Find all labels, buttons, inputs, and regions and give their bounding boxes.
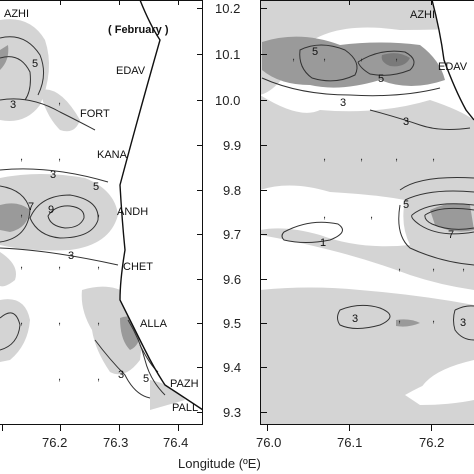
x-tick-label: 76.2 <box>419 435 444 450</box>
y-tick-label: 9.4 <box>223 360 241 375</box>
y-tick-label: 9.3 <box>223 405 241 420</box>
contour-label: 1 <box>320 237 326 249</box>
contour-label: 7 <box>448 229 454 241</box>
station-label-edav: EDAV <box>116 65 146 77</box>
y-tick-label: 9.6 <box>223 272 241 287</box>
sample-dot: , <box>323 51 326 63</box>
right-land <box>432 0 474 120</box>
y-tick-label: 10.2 <box>215 1 240 16</box>
station-label-pazh: PAZH <box>170 378 199 390</box>
x-tick-label: 76.2 <box>42 435 67 450</box>
contour-label: 5 <box>93 181 99 193</box>
contour-label: 5 <box>312 46 318 58</box>
contour-label: 3 <box>460 317 466 329</box>
sample-dot: , <box>20 259 23 271</box>
sample-dot: , <box>97 207 100 219</box>
sample-dot: , <box>360 151 363 163</box>
y-tick-label: 9.7 <box>223 227 241 242</box>
right-map-panel: AZHI EDAV 5 5 3 3 5 7 1 3 3 , , , , , , … <box>260 0 474 425</box>
sample-dot: , <box>462 261 465 273</box>
y-tick-label: 10.0 <box>215 93 240 108</box>
sample-dot: , <box>58 315 61 327</box>
left-dark-shading <box>0 45 141 350</box>
left-land <box>120 0 203 425</box>
sample-dot: , <box>432 313 435 325</box>
sample-dot: , <box>398 261 401 273</box>
x-axis-title: Longitude (ºE) <box>178 456 261 471</box>
left-light-shading <box>0 19 185 410</box>
contour-label: 3 <box>50 169 56 181</box>
contour-label: 3 <box>352 313 358 325</box>
station-label-andh: ANDH <box>117 206 148 218</box>
station-label-chet: CHET <box>123 261 153 273</box>
left-map-panel: AZHI EDAV FORT KANA ANDH CHET ALLA PAZH … <box>0 0 203 425</box>
sample-dot: , <box>58 371 61 383</box>
contour-label: 3 <box>340 97 346 109</box>
station-label-alla: ALLA <box>140 318 168 330</box>
sample-dot: , <box>97 259 100 271</box>
station-label-azhi: AZHI <box>410 9 435 21</box>
y-tick-label: 10.1 <box>215 47 240 62</box>
sample-dot: , <box>20 315 23 327</box>
station-label-fort: FORT <box>80 108 110 120</box>
x-tick-label: 76.1 <box>337 435 362 450</box>
contour-label: 3 <box>10 99 16 111</box>
sample-dot: , <box>395 51 398 63</box>
right-sample-dots: , , , , , , , , , , , , , , , <box>292 51 465 325</box>
sample-dot: , <box>360 51 363 63</box>
right-white-pockets <box>260 185 474 405</box>
contour-label: 5 <box>143 373 149 385</box>
x-tick-label: 76.3 <box>103 435 128 450</box>
contour-label: 5 <box>32 58 38 70</box>
y-tick-label: 9.8 <box>223 183 241 198</box>
contour-label: 5 <box>403 199 409 211</box>
station-label-kana: KANA <box>97 149 128 161</box>
sample-dot: , <box>20 207 23 219</box>
y-tick-label: 9.5 <box>223 316 241 331</box>
sample-dot: , <box>97 371 100 383</box>
y-tick-label: 9.9 <box>223 138 241 153</box>
contour-label: 7 <box>28 201 34 213</box>
sample-dot: , <box>432 151 435 163</box>
sample-dot: , <box>97 315 100 327</box>
contour-label: 5 <box>378 73 384 85</box>
left-frame <box>0 0 203 431</box>
sample-dot: , <box>323 209 326 221</box>
sample-dot: , <box>58 151 61 163</box>
right-frame <box>260 0 474 431</box>
contour-label: 9 <box>48 204 54 216</box>
sample-dot: , <box>58 95 61 107</box>
sample-dot: , <box>323 151 326 163</box>
left-sample-dots: , , , , , , , , , , , , , <box>20 95 100 383</box>
sample-dot: , <box>370 209 373 221</box>
x-tick-label: 76.0 <box>256 435 281 450</box>
sample-dot: , <box>58 259 61 271</box>
sample-dot: , <box>395 151 398 163</box>
contour-label: 3 <box>68 250 74 262</box>
x-tick-label: 76.4 <box>163 435 188 450</box>
left-coastline <box>119 0 203 411</box>
right-contours <box>261 44 474 341</box>
station-label-pall: PALL <box>172 402 198 414</box>
sample-dot: , <box>432 261 435 273</box>
contour-label: 3 <box>403 116 409 128</box>
right-coastline <box>431 0 474 121</box>
sample-dot: , <box>20 151 23 163</box>
month-label: ( February ) <box>108 24 169 36</box>
sample-dot: , <box>292 51 295 63</box>
station-label-edav: EDAV <box>438 61 468 73</box>
sample-dot: , <box>398 313 401 325</box>
station-label-azhi: AZHI <box>4 8 29 20</box>
contour-label: 3 <box>118 369 124 381</box>
